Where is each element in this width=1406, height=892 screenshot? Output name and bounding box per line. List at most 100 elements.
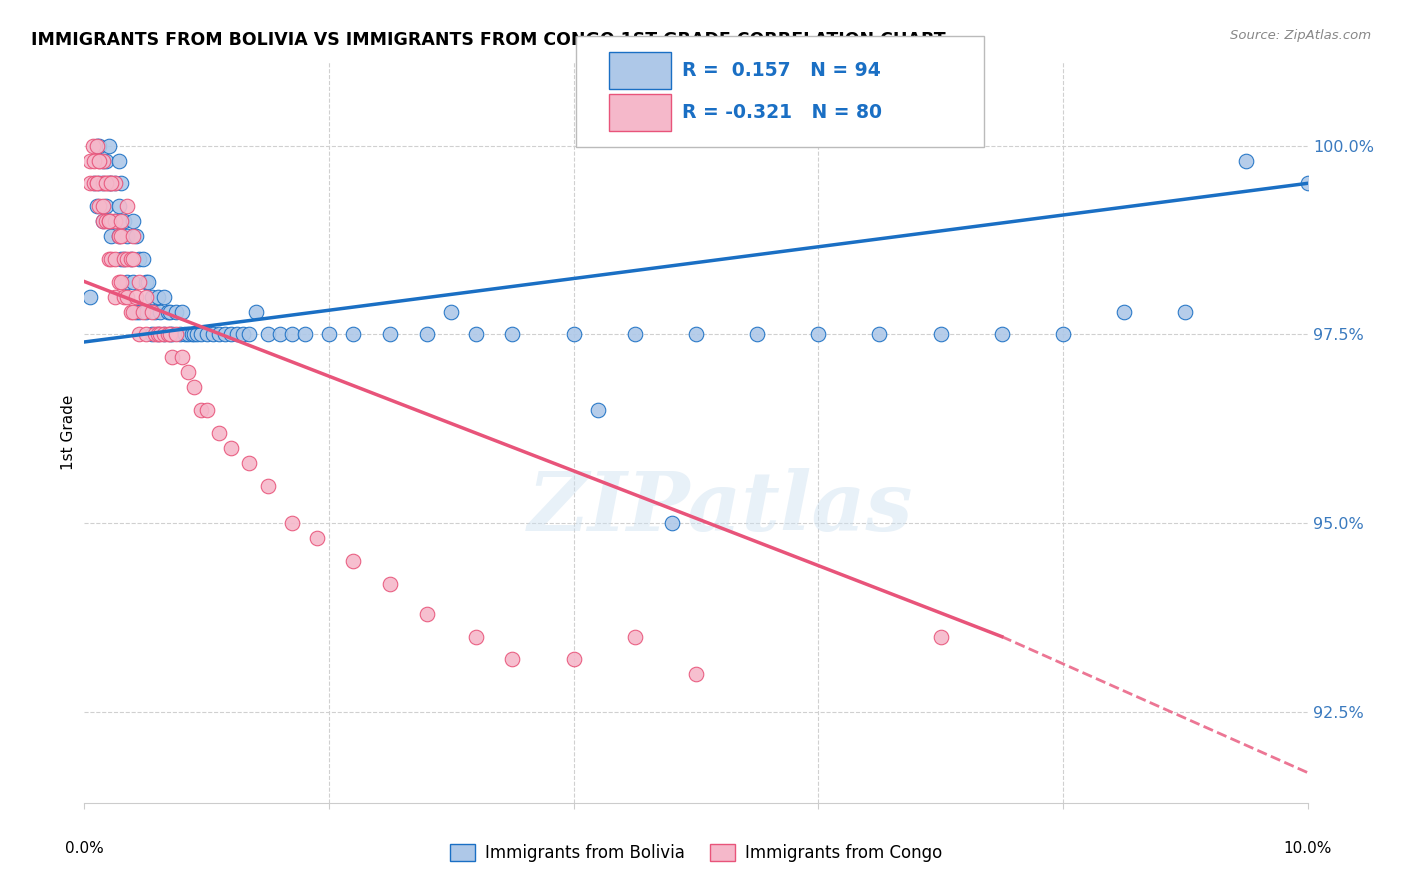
Point [624,327,647,342]
Point [97,214,120,228]
Point [120,252,142,266]
Point [86,177,108,191]
Point [991,327,1014,342]
Point [183,327,205,342]
Point [269,327,291,342]
Point [245,304,267,318]
Point [110,252,132,266]
Point [86,177,108,191]
Point [110,214,132,228]
Point [586,403,609,417]
Point [120,252,142,266]
Point [685,327,707,342]
Point [929,630,952,644]
Point [97,177,120,191]
Point [146,290,169,304]
Point [91,214,114,228]
Point [464,327,486,342]
Point [929,327,952,342]
Point [159,304,181,318]
Point [257,327,280,342]
Point [120,304,142,318]
Point [104,290,127,304]
Point [104,177,127,191]
Point [464,630,486,644]
Point [281,516,304,531]
Point [143,327,166,342]
Point [226,327,249,342]
Point [149,327,172,342]
Point [97,252,120,266]
Point [135,275,157,289]
Point [110,177,132,191]
Point [100,252,122,266]
Point [143,304,166,318]
Point [201,327,224,342]
Point [219,441,242,455]
Y-axis label: 1st Grade: 1st Grade [60,395,76,470]
Point [112,290,135,304]
Point [238,456,260,470]
Point [97,177,120,191]
Point [122,304,145,318]
Point [214,327,236,342]
Point [186,327,208,342]
Text: 0.0%: 0.0% [65,840,104,855]
Point [97,214,120,228]
Point [91,199,114,213]
Point [562,327,585,342]
Legend: Immigrants from Bolivia, Immigrants from Congo: Immigrants from Bolivia, Immigrants from… [443,837,949,869]
Point [87,177,110,191]
Point [96,214,118,228]
Point [869,327,891,342]
Point [122,275,145,289]
Point [156,327,179,342]
Point [1114,304,1136,318]
Point [156,304,179,318]
Point [1174,304,1197,318]
Point [91,153,114,168]
Point [153,327,176,342]
Point [195,403,218,417]
Point [86,199,108,213]
Point [125,304,148,318]
Point [624,630,647,644]
Text: IMMIGRANTS FROM BOLIVIA VS IMMIGRANTS FROM CONGO 1ST GRADE CORRELATION CHART: IMMIGRANTS FROM BOLIVIA VS IMMIGRANTS FR… [31,31,946,49]
Point [181,327,204,342]
Point [100,229,122,244]
Point [380,327,402,342]
Point [91,177,114,191]
Point [96,177,118,191]
Point [153,290,176,304]
Point [305,532,328,546]
Point [1236,153,1258,168]
Point [177,365,200,379]
Point [87,138,110,153]
Point [91,177,114,191]
Point [416,607,439,621]
Point [86,138,108,153]
Point [172,304,194,318]
Point [115,229,138,244]
Point [281,327,304,342]
Point [83,177,105,191]
Point [169,327,191,342]
Point [110,275,132,289]
Point [208,327,231,342]
Point [807,327,830,342]
Point [107,229,129,244]
Point [135,290,157,304]
Point [1052,327,1074,342]
Point [661,516,683,531]
Point [115,275,138,289]
Point [83,177,105,191]
Point [91,153,114,168]
Point [128,327,150,342]
Point [100,214,122,228]
Point [135,304,157,318]
Point [747,327,769,342]
Text: R =  0.157   N = 94: R = 0.157 N = 94 [682,61,880,80]
Point [183,380,205,394]
Point [122,252,145,266]
Point [79,177,101,191]
